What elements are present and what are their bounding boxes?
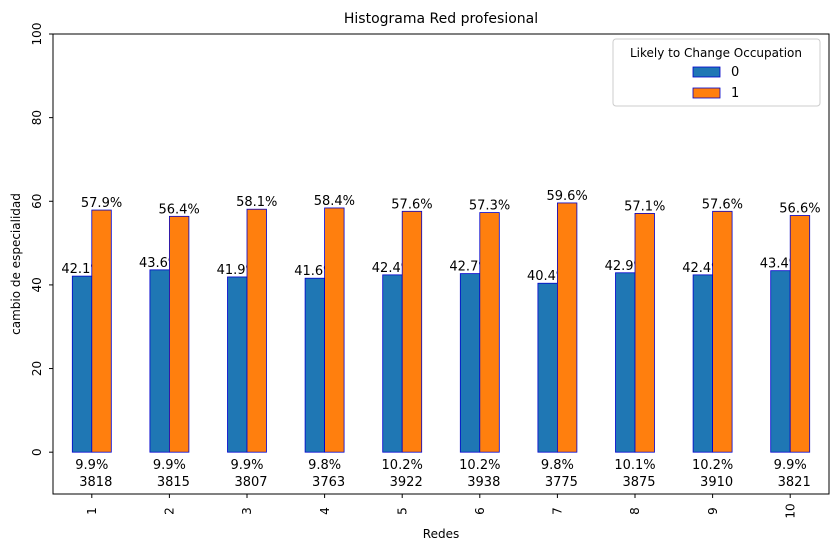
legend-swatch <box>692 66 721 78</box>
x-tick-label: 10 <box>783 503 797 518</box>
bar-value-label: 57.3% <box>469 199 510 214</box>
category-share-label: 9.8% <box>308 458 341 473</box>
category-share-label: 10.2% <box>692 458 733 473</box>
x-tick-label: 8 <box>628 507 642 515</box>
bar-series-0 <box>459 273 481 453</box>
axes-frame <box>52 33 830 495</box>
category-share-label: 9.8% <box>541 458 574 473</box>
bar-series-1 <box>557 202 578 453</box>
x-tick-label: 6 <box>473 507 487 515</box>
bar-series-1 <box>789 215 811 453</box>
bar-value-label: 58.4% <box>314 194 355 209</box>
x-tick-label: 5 <box>395 507 409 515</box>
category-count-label: 3910 <box>700 475 733 490</box>
category-count-label: 3815 <box>157 475 190 490</box>
legend-swatch <box>692 87 721 99</box>
category-count-label: 3821 <box>778 475 811 490</box>
chart-title: Histograma Red profesional <box>344 11 538 27</box>
legend-entry-label: 1 <box>731 86 739 101</box>
bar-series-1 <box>324 207 345 453</box>
legend-entry-label: 0 <box>731 65 739 80</box>
y-tick-label: 80 <box>30 110 44 125</box>
y-tick-label: 40 <box>30 277 44 292</box>
category-share-label: 9.9% <box>230 458 263 473</box>
category-count-label: 3818 <box>79 475 112 490</box>
bar-value-label: 57.9% <box>81 196 122 211</box>
bar-series-0 <box>227 276 248 453</box>
x-tick-label: 2 <box>163 507 177 515</box>
bar-series-0 <box>615 272 636 453</box>
bar-series-0 <box>382 274 403 453</box>
y-tick-label: 60 <box>30 194 44 209</box>
bar-value-label: 59.6% <box>546 189 587 204</box>
category-count-label: 3922 <box>390 475 423 490</box>
bar-series-0 <box>304 277 326 453</box>
category-share-label: 9.9% <box>153 458 186 473</box>
x-tick-label: 1 <box>85 507 99 515</box>
y-tick-label: 100 <box>30 23 44 46</box>
bar-series-1 <box>712 210 733 453</box>
x-tick-label: 4 <box>318 507 332 515</box>
bar-value-label: 56.6% <box>779 201 820 216</box>
y-axis-label: cambio de especialidad <box>9 193 23 335</box>
bar-series-1 <box>401 210 423 453</box>
bar-series-0 <box>770 270 791 453</box>
bar-value-label: 57.6% <box>702 197 743 212</box>
category-share-label: 10.2% <box>382 458 423 473</box>
bar-series-0 <box>71 275 93 453</box>
y-tick-label: 0 <box>30 448 44 456</box>
bar-series-1 <box>91 209 112 453</box>
x-tick-label: 9 <box>706 507 720 515</box>
category-count-label: 3763 <box>312 475 345 490</box>
bar-series-1 <box>168 215 190 453</box>
bar-series-0 <box>149 269 170 453</box>
x-tick-label: 3 <box>240 507 254 515</box>
bar-value-label: 57.1% <box>624 199 665 214</box>
category-count-label: 3775 <box>545 475 578 490</box>
bar-value-label: 56.4% <box>158 202 199 217</box>
bar-value-label: 57.6% <box>391 197 432 212</box>
category-share-label: 9.9% <box>774 458 807 473</box>
category-share-label: 10.2% <box>459 458 500 473</box>
x-axis-label: Redes <box>423 527 459 541</box>
bar-series-1 <box>246 208 267 453</box>
bar-series-0 <box>692 274 713 453</box>
legend-title: Likely to Change Occupation <box>630 46 802 60</box>
x-tick-label: 7 <box>551 507 565 515</box>
category-count-label: 3875 <box>622 475 655 490</box>
plot-area: 02040608010042.1%57.9%19.9%381843.6%56.4… <box>30 23 830 519</box>
bar-value-label: 58.1% <box>236 195 277 210</box>
bar-series-0 <box>537 282 558 453</box>
category-count-label: 3938 <box>467 475 500 490</box>
bar-series-1 <box>479 212 500 453</box>
category-count-label: 3807 <box>234 475 267 490</box>
category-share-label: 10.1% <box>614 458 655 473</box>
y-tick-label: 20 <box>30 361 44 376</box>
bar-series-1 <box>634 212 655 453</box>
legend: Likely to Change Occupation 0 1 <box>612 38 821 107</box>
category-share-label: 9.9% <box>75 458 108 473</box>
